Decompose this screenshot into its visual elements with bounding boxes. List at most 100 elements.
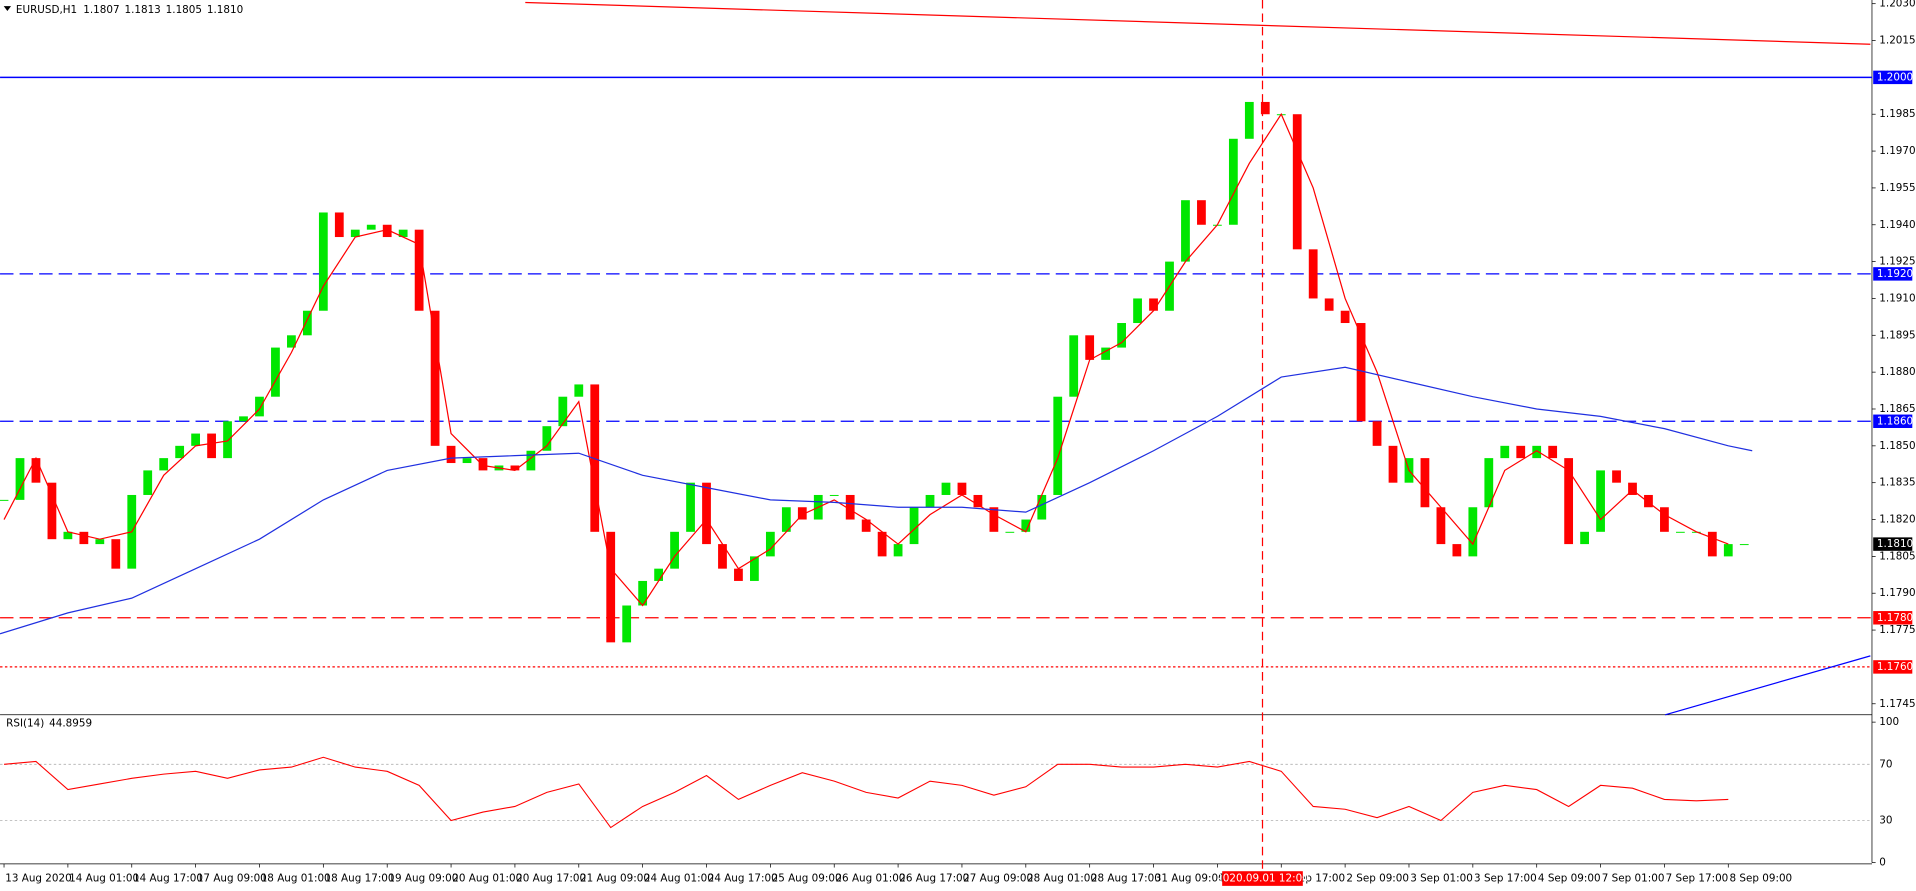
candle — [1005, 531, 1015, 533]
header-price: 1.1807 — [83, 4, 119, 16]
candle — [1101, 347, 1111, 360]
candle — [462, 458, 472, 464]
y-tick-label: 1.2030 — [1879, 0, 1915, 10]
level-label-box — [1873, 611, 1913, 625]
candle — [1628, 482, 1637, 495]
candle — [382, 224, 392, 238]
trendline — [1665, 655, 1871, 716]
candle — [718, 544, 727, 569]
x-tick-label: 31 Aug 09:00 — [1155, 873, 1225, 885]
candle — [861, 519, 871, 532]
candle — [909, 507, 919, 545]
candle — [1340, 310, 1350, 324]
candle — [1037, 494, 1047, 520]
candle — [366, 224, 376, 230]
candle — [1308, 249, 1318, 299]
candle — [1532, 445, 1542, 459]
candle — [654, 568, 663, 581]
rsi-title: RSI(14) — [6, 717, 44, 729]
candle — [175, 445, 185, 459]
candle — [47, 482, 57, 540]
candle — [1675, 531, 1685, 533]
candle — [1500, 445, 1510, 459]
candle — [1580, 531, 1589, 545]
candle — [1117, 323, 1126, 348]
y-tick-label: 1.1880 — [1879, 366, 1915, 378]
candle — [542, 426, 552, 451]
candle — [638, 580, 648, 606]
candle — [15, 458, 25, 500]
candle — [1660, 507, 1669, 532]
candle — [670, 531, 679, 569]
y-tick-label: 1.1745 — [1879, 698, 1915, 710]
candle — [1292, 114, 1302, 250]
candle — [1484, 458, 1494, 508]
x-tick-label: 2 Sep 09:00 — [1346, 873, 1409, 885]
back-layer — [0, 0, 1876, 868]
candle — [302, 310, 312, 336]
candle — [255, 396, 264, 417]
y-tick-label: 1.1895 — [1879, 329, 1915, 341]
candle — [478, 458, 488, 471]
x-tick-label: 18 Aug 01:00 — [261, 873, 331, 885]
candle — [159, 458, 169, 471]
candle — [558, 396, 568, 427]
rsi-tick-label: 0 — [1879, 857, 1886, 869]
x-tick-label: 19 Aug 09:00 — [388, 873, 458, 885]
candle — [143, 470, 153, 495]
header-price: 1.1813 — [124, 4, 160, 16]
candle — [398, 229, 408, 238]
candle — [1021, 519, 1031, 532]
candle — [350, 229, 360, 238]
candle — [271, 347, 280, 397]
symbol: EURUSD,H1 — [16, 4, 77, 16]
candle — [1324, 298, 1334, 311]
candle — [765, 531, 775, 557]
chart-header: EURUSD,H1 1.1807 1.1813 1.1805 1.1810 — [16, 4, 243, 16]
candle — [1644, 494, 1653, 508]
x-tick-label: 26 Aug 01:00 — [835, 873, 905, 885]
x-tick-label: 3 Sep 01:00 — [1410, 873, 1473, 885]
candle — [111, 539, 121, 569]
candle — [1596, 470, 1605, 532]
y-tick-label: 1.1925 — [1879, 256, 1915, 268]
level-label: 1.1780 — [1877, 612, 1913, 624]
y-tick-label: 1.1850 — [1879, 440, 1915, 452]
rsi-tick-label: 30 — [1879, 814, 1892, 826]
collapse-icon[interactable] — [3, 6, 12, 11]
level-label: 1.2000 — [1877, 71, 1913, 83]
x-tick-label: 4 Sep 09:00 — [1538, 873, 1601, 885]
current-price-label: 1.1810 — [1877, 538, 1913, 550]
candle — [1452, 544, 1462, 557]
rsi-line — [3, 756, 1729, 829]
level-label-box — [1873, 70, 1913, 85]
x-tick-label: 26 Aug 17:00 — [899, 873, 969, 885]
candle — [1053, 396, 1063, 495]
x-tick-label: 14 Aug 01:00 — [69, 873, 139, 885]
rsi-tick-label: 100 — [1879, 716, 1899, 728]
level-label: 1.1760 — [1877, 661, 1913, 673]
x-tick-label: 7 Sep 01:00 — [1602, 873, 1665, 885]
x-tick-label: 14 Aug 17:00 — [133, 873, 203, 885]
candle — [781, 507, 791, 532]
x-tick-label: 21 Aug 09:00 — [580, 873, 650, 885]
x-tick-label: 24 Aug 01:00 — [644, 873, 714, 885]
y-tick-label: 1.1820 — [1879, 514, 1915, 526]
candle — [1739, 544, 1749, 546]
candle — [1149, 298, 1158, 311]
candle — [750, 556, 759, 581]
x-tick-label: 3 Sep 17:00 — [1474, 873, 1537, 885]
candle — [414, 229, 424, 311]
candle — [893, 544, 903, 557]
candle — [1468, 507, 1478, 557]
candle — [1372, 421, 1382, 446]
y-tick-label: 1.1910 — [1879, 292, 1915, 304]
candle — [1069, 335, 1079, 397]
candle — [79, 531, 89, 545]
candle — [223, 421, 232, 459]
cursor-label-box — [1222, 871, 1303, 886]
candle — [1244, 101, 1254, 139]
candle — [925, 494, 935, 508]
